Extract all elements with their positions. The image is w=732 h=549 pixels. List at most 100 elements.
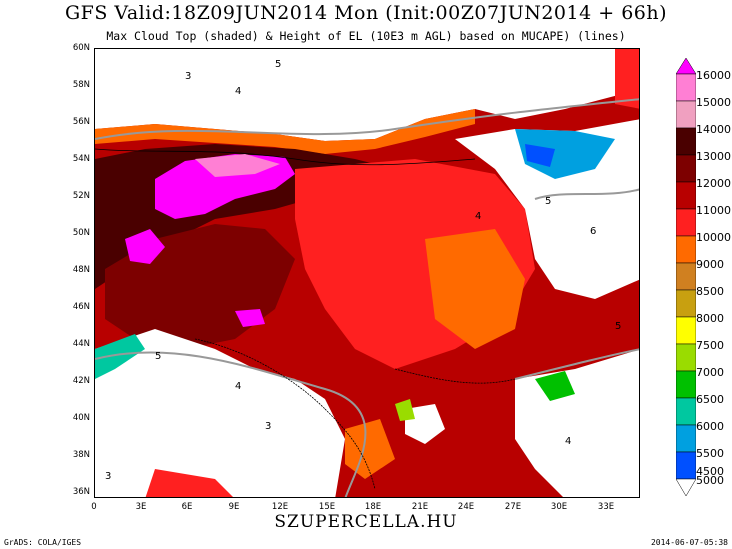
legend-swatch <box>675 262 697 291</box>
contour-label: 4 <box>235 86 241 97</box>
green-area-balkans <box>395 399 415 421</box>
lon-label: 18E <box>364 502 382 512</box>
lon-label: 24E <box>457 502 475 512</box>
legend-label: 9000 <box>696 258 724 271</box>
legend-label: 7000 <box>696 366 724 379</box>
orange-area-south <box>345 419 395 479</box>
legend-label-min: 4500 <box>696 465 724 478</box>
contour-label: 5 <box>155 351 161 362</box>
legend-bar <box>675 57 697 497</box>
lon-label: 0 <box>91 502 97 512</box>
lat-label: 48N <box>72 265 90 275</box>
lon-label: 27E <box>504 502 522 512</box>
contour-label: 3 <box>105 471 111 482</box>
legend-label: 10000 <box>696 231 731 244</box>
legend-label: 11000 <box>696 204 731 217</box>
legend-swatch <box>675 397 697 426</box>
map-canvas: 3 4 5 4 5 6 5 4 3 4 5 3 <box>95 49 639 497</box>
lat-label: 52N <box>72 191 90 201</box>
legend-label: 6000 <box>696 420 724 433</box>
watermark: SZUPERCELLA.HU <box>274 512 458 532</box>
lat-label: 50N <box>72 228 90 238</box>
legend-swatch <box>675 181 697 210</box>
legend-label: 13000 <box>696 150 731 163</box>
lat-label: 40N <box>72 413 90 423</box>
clear-area-balkans <box>405 404 445 444</box>
legend-swatch <box>675 154 697 183</box>
legend-label: 5500 <box>696 447 724 460</box>
lon-label: 15E <box>318 502 336 512</box>
legend-swatch <box>675 127 697 156</box>
magenta-area-alps <box>235 309 265 327</box>
legend-swatch <box>675 73 697 102</box>
magenta-area-west <box>125 229 165 264</box>
contour-label: 5 <box>545 196 551 207</box>
blue-area-north-east <box>515 129 615 179</box>
lat-label: 36N <box>72 487 90 497</box>
contour-line <box>95 351 367 497</box>
contour-labels: 3 4 5 4 5 6 5 4 3 4 5 3 <box>105 59 621 482</box>
contour-label: 4 <box>565 436 571 447</box>
lon-label: 12E <box>271 502 289 512</box>
lon-label: 3E <box>135 502 147 512</box>
lat-label: 46N <box>72 302 90 312</box>
legend-arrow-top <box>675 57 697 75</box>
contour-line <box>95 98 639 140</box>
lat-label: 58N <box>72 80 90 90</box>
legend-label: 15000 <box>696 96 731 109</box>
legend-label: 14000 <box>696 123 731 136</box>
legend-label: 12000 <box>696 177 731 190</box>
contour-label: 5 <box>615 321 621 332</box>
lat-label: 38N <box>72 450 90 460</box>
legend-label: 5000 <box>696 474 724 487</box>
lon-label: 33E <box>597 502 615 512</box>
legend-label: 6500 <box>696 393 724 406</box>
footer-timestamp: 2014-06-07-05:38 <box>650 538 728 547</box>
legend-swatch <box>675 424 697 453</box>
lon-label: 9E <box>228 502 240 512</box>
legend-swatch <box>675 370 697 399</box>
pink-area <box>195 154 280 177</box>
clear-area-mediterranean <box>95 329 345 497</box>
green-area-south-east <box>535 371 575 401</box>
red-area-ne-corner <box>615 49 639 109</box>
orange-band-north <box>95 109 475 154</box>
legend-label: 8000 <box>696 312 724 325</box>
legend-label: 8500 <box>696 285 724 298</box>
contour-label: 4 <box>475 211 481 222</box>
clear-area-north <box>95 49 639 141</box>
contour-label: 3 <box>265 421 271 432</box>
deep-blue-area <box>525 144 555 167</box>
lon-label: 6E <box>181 502 193 512</box>
contour-label: 4 <box>235 381 241 392</box>
contour-label: 3 <box>185 71 191 82</box>
lon-label: 21E <box>411 502 429 512</box>
legend-swatch <box>675 316 697 345</box>
lat-label: 60N <box>72 43 90 53</box>
border-line <box>194 338 516 490</box>
legend-swatch <box>675 208 697 237</box>
contour-label: 6 <box>590 226 596 237</box>
lon-label: 30E <box>550 502 568 512</box>
orange-area-east <box>425 229 525 349</box>
lat-label: 44N <box>72 339 90 349</box>
legend-arrow-bottom <box>675 478 697 497</box>
lat-label: 42N <box>72 376 90 386</box>
coastline <box>95 148 476 166</box>
lat-label: 56N <box>72 117 90 127</box>
legend-label: 16000 <box>696 69 731 82</box>
red-area-south-west <box>145 469 233 497</box>
legend-swatch <box>675 343 697 372</box>
teal-edge-west <box>95 334 145 379</box>
legend-swatch <box>675 451 697 480</box>
contour-label: 5 <box>275 59 281 70</box>
legend-label: 7500 <box>696 339 724 352</box>
contour-line <box>514 348 639 380</box>
map-title: GFS Valid:18Z09JUN2014 Mon (Init:00Z07JU… <box>64 2 668 24</box>
forecast-map: 3 4 5 4 5 6 5 4 3 4 5 3 <box>94 48 640 498</box>
legend-swatch <box>675 235 697 264</box>
footer-credit: GrADS: COLA/IGES <box>4 538 82 547</box>
map-subtitle: Max Cloud Top (shaded) & Height of EL (1… <box>106 29 626 43</box>
contour-line <box>534 188 639 200</box>
lat-label: 54N <box>72 154 90 164</box>
